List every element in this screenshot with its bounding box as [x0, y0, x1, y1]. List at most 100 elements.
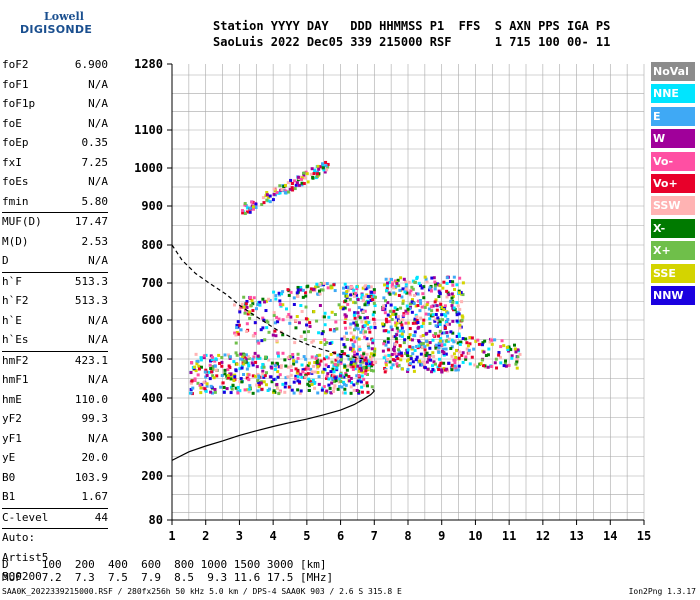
- echo-point: [353, 316, 357, 320]
- echo-point: [360, 320, 364, 324]
- echo-point: [354, 359, 358, 363]
- echo-point: [288, 321, 292, 325]
- echo-point: [361, 370, 365, 374]
- echo-point: [424, 353, 428, 357]
- echo-point: [312, 172, 316, 176]
- echo-point: [324, 391, 328, 395]
- echo-point: [450, 304, 454, 308]
- echo-point: [342, 291, 346, 295]
- echo-point: [442, 353, 446, 357]
- echo-point: [296, 388, 300, 392]
- echo-point: [312, 310, 316, 314]
- echo-point: [514, 350, 518, 354]
- echo-point: [367, 285, 371, 289]
- echo-point: [391, 335, 395, 339]
- echo-point: [197, 367, 201, 371]
- echo-point: [421, 333, 425, 337]
- echo-point: [237, 323, 241, 327]
- echo-point: [315, 319, 319, 323]
- echo-point: [456, 368, 460, 372]
- scaled-parameters-panel: foF2 6.900 foF1 N/A foF1p N/A foE N/A foEp 0.35 fx…: [2, 56, 110, 588]
- echo-point: [387, 330, 391, 334]
- echo-point: [294, 318, 298, 322]
- echo-point: [498, 355, 502, 359]
- echo-point: [395, 281, 399, 285]
- param-value: N/A: [88, 175, 108, 188]
- echo-point: [445, 289, 449, 293]
- echo-point: [193, 365, 197, 369]
- echo-point: [236, 320, 240, 324]
- echo-point: [461, 351, 465, 355]
- echo-point: [450, 345, 454, 349]
- echo-point: [189, 387, 193, 391]
- echo-point: [430, 370, 434, 374]
- echo-point: [307, 377, 311, 381]
- echo-point: [340, 385, 344, 389]
- echo-point: [353, 353, 357, 357]
- echo-point: [229, 377, 233, 381]
- echo-point: [356, 298, 360, 302]
- echo-point: [355, 389, 359, 393]
- echo-point: [275, 315, 279, 319]
- echo-point: [248, 295, 252, 299]
- echo-point: [315, 282, 319, 286]
- echo-point: [509, 348, 513, 352]
- echo-point: [369, 352, 373, 356]
- echo-point: [287, 385, 291, 389]
- muf-table: D 100 200 400 600 800 1000 1500 3000 [km…: [2, 558, 333, 584]
- echo-point: [228, 355, 232, 359]
- echo-point: [318, 282, 322, 286]
- echo-point: [392, 349, 396, 353]
- echo-point: [190, 379, 194, 383]
- echo-point: [314, 356, 318, 360]
- echo-point: [299, 304, 303, 308]
- echo-point: [404, 285, 408, 289]
- echo-point: [422, 296, 426, 300]
- echo-point: [222, 390, 226, 394]
- echo-point: [316, 365, 320, 369]
- echo-point: [211, 365, 215, 369]
- echo-point: [458, 307, 462, 311]
- echo-point: [306, 330, 310, 334]
- echo-point: [432, 333, 436, 337]
- echo-point: [366, 300, 370, 304]
- echo-point: [388, 292, 392, 296]
- echo-point: [364, 356, 368, 360]
- echo-point: [432, 276, 436, 280]
- echo-point: [326, 372, 330, 376]
- param-value: 110.0: [74, 392, 108, 406]
- echo-point: [318, 292, 322, 296]
- echo-point: [365, 373, 369, 377]
- echo-point: [444, 339, 448, 343]
- param-row: Auto:: [2, 529, 110, 549]
- echo-point: [303, 337, 307, 341]
- echo-point: [432, 355, 436, 359]
- param-value: 99.3: [81, 412, 109, 425]
- echo-point: [302, 174, 306, 178]
- echo-point: [490, 342, 494, 346]
- echo-point: [484, 354, 488, 358]
- echo-point: [357, 369, 361, 373]
- echo-point: [385, 287, 389, 291]
- muf-curve: [171, 244, 365, 360]
- echo-point: [209, 384, 213, 388]
- echo-point: [328, 328, 332, 332]
- echo-point: [321, 163, 325, 167]
- param-label: foEs: [2, 175, 29, 188]
- echo-point: [438, 284, 442, 288]
- echo-point: [440, 313, 444, 317]
- echo-point: [366, 342, 370, 346]
- echo-point: [349, 365, 353, 369]
- echo-point: [397, 348, 401, 352]
- echo-point: [467, 348, 471, 352]
- echo-point: [328, 341, 332, 345]
- echo-point: [279, 304, 283, 308]
- echo-point: [404, 280, 408, 284]
- param-row: C-level 44: [2, 509, 110, 529]
- echo-point: [458, 342, 462, 346]
- echo-point: [432, 360, 436, 364]
- echo-point: [267, 358, 271, 362]
- echo-point: [275, 339, 279, 343]
- echo-point: [225, 387, 229, 391]
- echo-point: [428, 329, 432, 333]
